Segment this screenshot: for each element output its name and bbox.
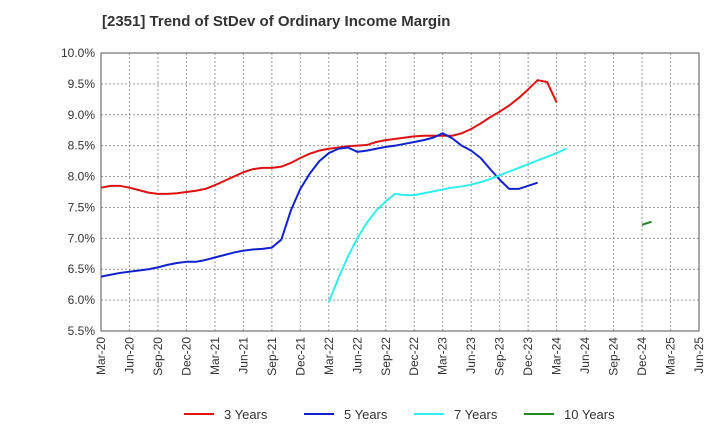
series-line-5-years (100, 132, 538, 278)
x-tick-label: Mar-21 (208, 337, 222, 375)
x-tick-label: Jun-24 (578, 337, 592, 374)
x-tick-label: Jun-21 (236, 337, 250, 374)
legend-label: 10 Years (564, 407, 615, 422)
x-tick-label: Dec-23 (521, 337, 535, 376)
series-line-3-years (100, 79, 558, 195)
x-tick-label: Mar-23 (436, 337, 450, 375)
x-tick-label: Dec-21 (293, 337, 307, 376)
x-tick-label: Sep-22 (379, 337, 393, 376)
x-tick-label: Mar-24 (550, 337, 564, 375)
x-tick-label: Dec-20 (179, 337, 193, 376)
x-tick-label: Jun-23 (464, 337, 478, 374)
x-tick-label: Sep-23 (493, 337, 507, 376)
y-tick-label: 9.0% (68, 108, 96, 122)
x-tick-label: Dec-22 (407, 337, 421, 376)
chart-title: [2351] Trend of StDev of Ordinary Income… (102, 13, 451, 30)
legend-label: 5 Years (344, 407, 388, 422)
x-tick-label: Mar-25 (664, 337, 678, 375)
legend-item: 5 Years (304, 407, 388, 422)
y-axis-ticks: 5.5% 6.0% 6.5% 7.0% 7.5% 8.0% 8.5% 9.0% 9.5% 10.0… (61, 46, 95, 338)
x-tick-label: Sep-20 (151, 337, 165, 376)
x-tick-label: Mar-22 (322, 337, 336, 375)
y-tick-label: 8.5% (68, 139, 96, 153)
y-tick-label: 6.5% (68, 262, 96, 276)
x-axis-ticks: Mar-20 Jun-20 Sep-20 Dec-20 Mar-21 Jun-21 Sep-… (94, 337, 706, 376)
legend-item: 3 Years (184, 407, 268, 422)
y-tick-label: 6.0% (68, 293, 96, 307)
y-tick-label: 9.5% (68, 77, 96, 91)
series-lines (100, 79, 652, 303)
x-tick-label: Jun-20 (122, 337, 136, 374)
y-tick-label: 5.5% (68, 324, 96, 338)
x-tick-label: Mar-20 (94, 337, 108, 375)
y-tick-label: 10.0% (61, 46, 95, 60)
legend-label: 3 Years (224, 407, 268, 422)
x-tick-label: Jun-22 (350, 337, 364, 374)
y-tick-label: 7.0% (68, 231, 96, 245)
legend-item: 10 Years (524, 407, 615, 422)
y-tick-label: 8.0% (68, 170, 96, 184)
legend-label: 7 Years (454, 407, 498, 422)
x-tick-label: Sep-21 (265, 337, 279, 376)
legend: 3 Years 5 Years 7 Years 10 Years (184, 407, 615, 422)
series-line-10-years (641, 220, 652, 226)
y-tick-label: 7.5% (68, 200, 96, 214)
legend-item: 7 Years (414, 407, 498, 422)
x-tick-label: Sep-24 (607, 337, 621, 376)
series-line-7-years (327, 147, 567, 303)
x-tick-label: Jun-25 (692, 337, 706, 374)
x-tick-label: Dec-24 (635, 337, 649, 376)
plot-frame (100, 52, 700, 332)
